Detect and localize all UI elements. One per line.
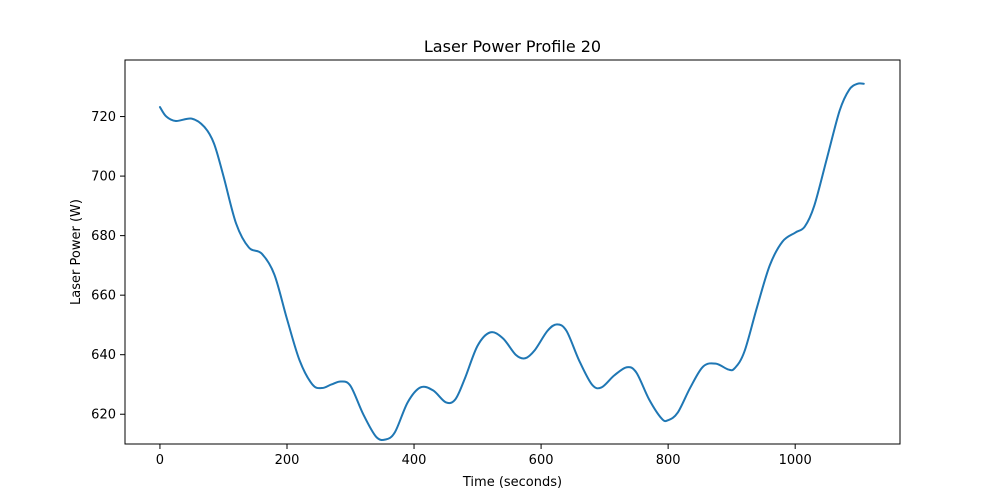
- y-tick-label: 700: [91, 170, 116, 185]
- y-tick-label: 680: [91, 229, 116, 244]
- y-axis-label: Laser Power (W): [69, 199, 84, 305]
- y-tick-label: 620: [91, 408, 116, 423]
- x-axis-label: Time (seconds): [462, 475, 562, 490]
- x-tick-label: 200: [275, 453, 300, 468]
- y-tick-label: 720: [91, 110, 116, 125]
- y-tick-label: 640: [91, 348, 116, 363]
- series-line: [158, 82, 865, 442]
- x-tick-label: 1000: [779, 453, 812, 468]
- ticks-layer: 0 200 400 600 800 1000 620 640 660 680 700 720: [91, 110, 812, 468]
- y-tick-label: 660: [91, 289, 116, 304]
- x-tick-label: 0: [156, 453, 164, 468]
- chart-title: Laser Power Profile 20: [424, 37, 601, 56]
- series-layer: [158, 82, 865, 442]
- plot-frame: [124, 59, 901, 445]
- x-tick-label: 400: [402, 453, 427, 468]
- x-tick-label: 800: [656, 453, 681, 468]
- x-tick-label: 600: [529, 453, 554, 468]
